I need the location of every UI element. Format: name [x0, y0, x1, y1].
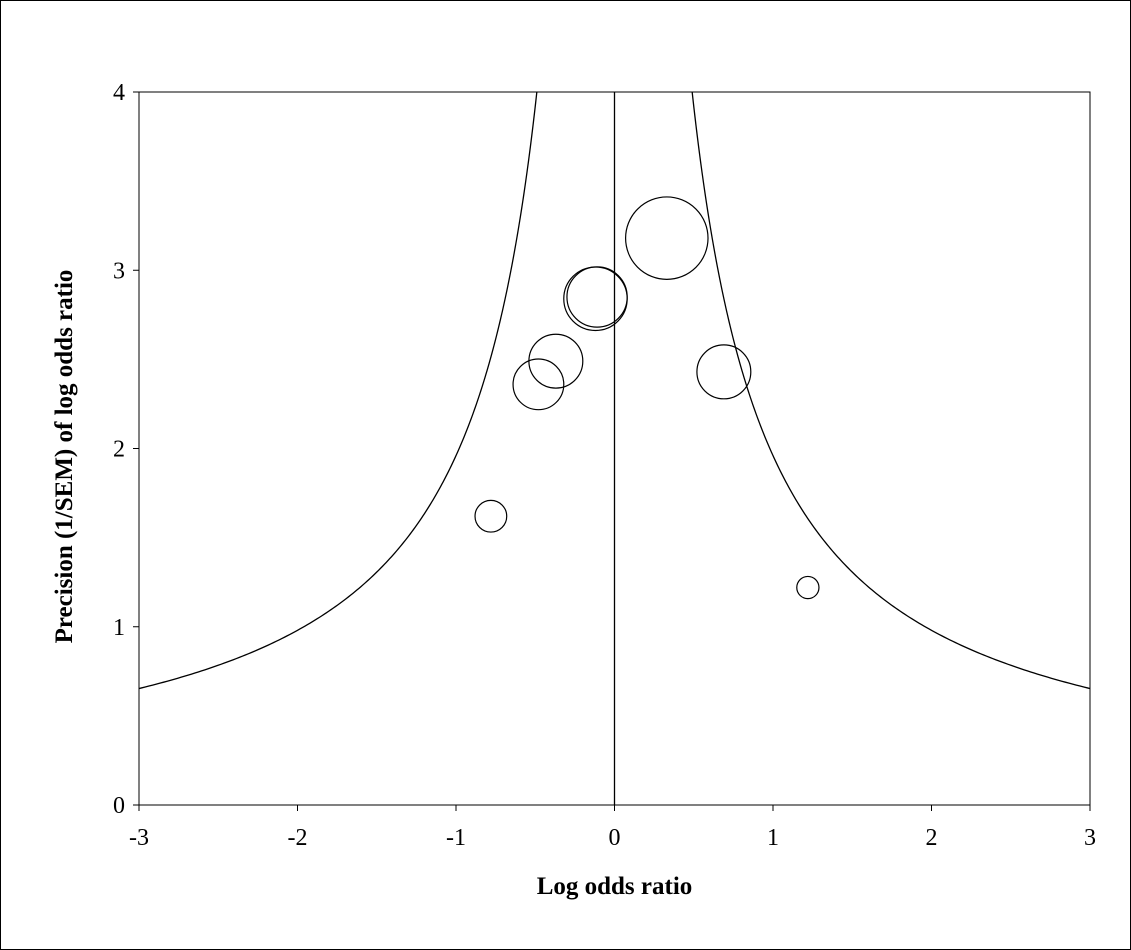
y-tick-label: 3: [113, 258, 125, 284]
y-axis: 0 1 2 3 4: [113, 80, 139, 819]
x-tick-label: 0: [609, 825, 621, 851]
study-point-7: [696, 344, 752, 400]
y-tick-label: 4: [113, 80, 125, 106]
study-point-1: [474, 499, 508, 533]
study-point-3: [528, 333, 584, 389]
x-tick-label: 2: [926, 825, 938, 851]
y-tick-label: 1: [113, 615, 125, 641]
y-tick-label: 0: [113, 793, 125, 819]
study-point-4: [563, 266, 628, 332]
funnel-boundary-right: [691, 92, 1090, 690]
study-point-2: [512, 358, 565, 411]
x-axis: -3 -2 -1 0 1 2 3: [129, 805, 1096, 851]
y-tick-label: 2: [113, 437, 125, 463]
funnel-boundary-left: [139, 92, 538, 690]
x-tick-label: -3: [129, 825, 149, 851]
study-point-5: [566, 266, 628, 328]
x-tick-label: 3: [1084, 825, 1096, 851]
y-axis-title: Precision (1/SEM) of log odds ratio: [51, 270, 78, 644]
x-tick-label: 1: [767, 825, 779, 851]
x-axis-title: Log odds ratio: [537, 873, 693, 900]
x-tick-label: -1: [446, 825, 466, 851]
x-tick-label: -2: [288, 825, 308, 851]
study-point-8: [796, 575, 820, 600]
study-points: [474, 196, 820, 600]
study-point-6: [624, 196, 709, 280]
